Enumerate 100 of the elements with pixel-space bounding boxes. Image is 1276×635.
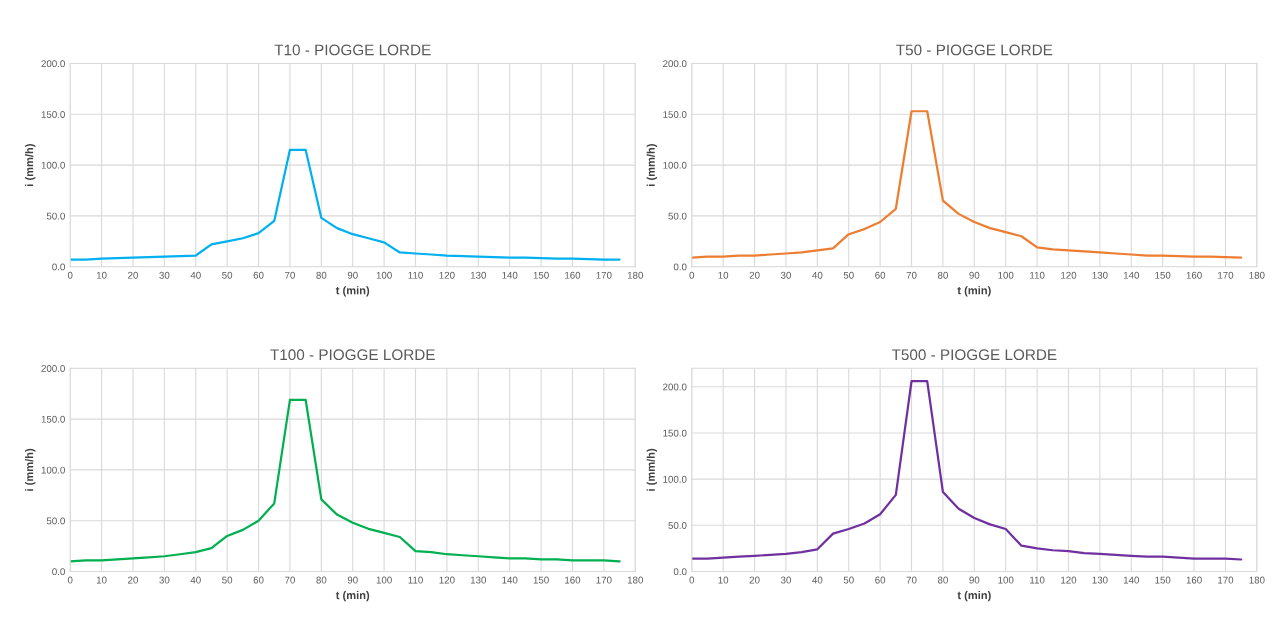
line-series bbox=[70, 148, 621, 261]
x-tick-label: 0 bbox=[67, 576, 73, 584]
x-tick-label: 20 bbox=[128, 576, 138, 584]
x-tick-label: 50 bbox=[222, 271, 233, 279]
chart-title: T100 - PIOGGE LORDE bbox=[270, 349, 435, 361]
y-axis-title: i (mm/h) bbox=[25, 448, 36, 491]
x-tick-label: 90 bbox=[347, 271, 358, 279]
y-tick-label: 50.0 bbox=[668, 212, 687, 220]
x-tick-label: 100 bbox=[998, 271, 1014, 279]
x-tick-label: 60 bbox=[253, 576, 264, 584]
x-tick-label: 30 bbox=[159, 576, 170, 584]
x-axis-title: t (min) bbox=[957, 286, 991, 297]
x-tick-label: 80 bbox=[937, 576, 948, 584]
chart-title: T50 - PIOGGE LORDE bbox=[896, 44, 1053, 56]
x-axis-title: t (min) bbox=[335, 286, 370, 297]
x-tick-label: 170 bbox=[596, 271, 612, 279]
x-tick-label: 70 bbox=[285, 576, 295, 584]
x-tick-label: 180 bbox=[627, 576, 643, 584]
x-tick-label: 160 bbox=[1186, 271, 1202, 279]
line-series bbox=[70, 398, 621, 563]
x-tick-label: 100 bbox=[376, 271, 392, 279]
y-tick-label: 0.0 bbox=[673, 263, 687, 271]
x-tick-label: 60 bbox=[253, 271, 264, 279]
line-series bbox=[691, 380, 1243, 561]
chart-title: T500 - PIOGGE LORDE bbox=[891, 349, 1057, 361]
y-tick-label: 150.0 bbox=[41, 111, 65, 118]
x-tick-label: 170 bbox=[1218, 271, 1234, 279]
y-tick-label: 200.0 bbox=[41, 60, 65, 68]
y-tick-label: 200.0 bbox=[663, 60, 687, 68]
x-tick-label: 10 bbox=[718, 271, 729, 279]
x-tick-label: 30 bbox=[159, 271, 170, 279]
x-tick-label: 130 bbox=[1092, 576, 1108, 584]
x-tick-label: 70 bbox=[906, 271, 917, 279]
x-tick-label: 110 bbox=[1030, 271, 1045, 279]
y-tick-label: 100.0 bbox=[663, 161, 687, 169]
x-tick-label: 80 bbox=[316, 271, 327, 279]
x-tick-label: 40 bbox=[812, 576, 823, 584]
y-axis-title: i (mm/h) bbox=[646, 144, 658, 186]
x-tick-label: 110 bbox=[1030, 576, 1045, 584]
x-tick-label: 10 bbox=[96, 271, 107, 279]
chart-title: T10 - PIOGGE LORDE bbox=[274, 44, 431, 56]
x-tick-label: 160 bbox=[565, 271, 581, 279]
y-tick-label: 50.0 bbox=[46, 212, 65, 220]
x-tick-label: 10 bbox=[718, 576, 729, 584]
y-tick-label: 50.0 bbox=[46, 517, 65, 525]
x-tick-label: 20 bbox=[128, 271, 138, 279]
x-tick-label: 130 bbox=[470, 576, 487, 584]
y-tick-label: 200.0 bbox=[663, 383, 687, 391]
x-tick-label: 120 bbox=[439, 576, 455, 584]
x-tick-label: 40 bbox=[190, 576, 201, 584]
x-tick-label: 80 bbox=[316, 576, 327, 584]
y-tick-label: 0.0 bbox=[52, 263, 65, 271]
x-tick-label: 130 bbox=[470, 271, 487, 279]
y-tick-label: 100.0 bbox=[663, 475, 687, 483]
y-tick-label: 150.0 bbox=[663, 429, 687, 437]
x-tick-label: 160 bbox=[565, 576, 581, 584]
x-tick-label: 90 bbox=[969, 271, 980, 279]
x-tick-label: 0 bbox=[67, 271, 73, 279]
x-tick-label: 40 bbox=[190, 271, 201, 279]
x-tick-label: 180 bbox=[1249, 576, 1265, 584]
y-tick-label: 150.0 bbox=[663, 111, 687, 118]
x-tick-label: 40 bbox=[812, 271, 823, 279]
x-tick-label: 170 bbox=[1218, 576, 1234, 584]
y-tick-label: 150.0 bbox=[41, 415, 65, 423]
x-tick-label: 120 bbox=[439, 271, 455, 279]
x-tick-label: 0 bbox=[689, 271, 695, 279]
x-tick-label: 50 bbox=[222, 576, 233, 584]
x-tick-label: 20 bbox=[749, 576, 760, 584]
x-tick-label: 120 bbox=[1061, 576, 1077, 584]
x-tick-label: 90 bbox=[969, 576, 980, 584]
line-series bbox=[691, 110, 1243, 259]
x-tick-label: 60 bbox=[875, 576, 886, 584]
x-tick-label: 170 bbox=[596, 576, 612, 584]
y-tick-label: 0.0 bbox=[52, 568, 65, 576]
x-tick-label: 140 bbox=[502, 576, 518, 584]
x-tick-label: 80 bbox=[937, 271, 948, 279]
x-tick-label: 10 bbox=[96, 576, 107, 584]
y-tick-label: 0.0 bbox=[673, 568, 687, 576]
x-tick-label: 180 bbox=[1249, 271, 1265, 279]
x-axis-title: t (min) bbox=[335, 590, 370, 602]
x-tick-label: 20 bbox=[749, 271, 760, 279]
x-tick-label: 30 bbox=[780, 576, 791, 584]
x-tick-label: 30 bbox=[780, 271, 791, 279]
y-tick-label: 100.0 bbox=[41, 466, 65, 474]
x-tick-label: 100 bbox=[998, 576, 1014, 584]
x-tick-label: 110 bbox=[408, 271, 423, 279]
x-tick-label: 150 bbox=[533, 576, 549, 584]
x-tick-label: 140 bbox=[502, 271, 518, 279]
x-tick-label: 90 bbox=[347, 576, 358, 584]
x-tick-label: 60 bbox=[875, 271, 886, 279]
x-tick-label: 150 bbox=[1155, 271, 1171, 279]
y-axis-title: i (mm/h) bbox=[25, 144, 36, 186]
x-tick-label: 50 bbox=[843, 576, 854, 584]
x-tick-label: 70 bbox=[906, 576, 917, 584]
x-tick-label: 120 bbox=[1061, 271, 1077, 279]
x-tick-label: 180 bbox=[627, 271, 643, 279]
x-tick-label: 140 bbox=[1123, 271, 1140, 279]
x-tick-label: 140 bbox=[1123, 576, 1140, 584]
x-tick-label: 110 bbox=[408, 576, 423, 584]
y-tick-label: 100.0 bbox=[41, 161, 65, 169]
